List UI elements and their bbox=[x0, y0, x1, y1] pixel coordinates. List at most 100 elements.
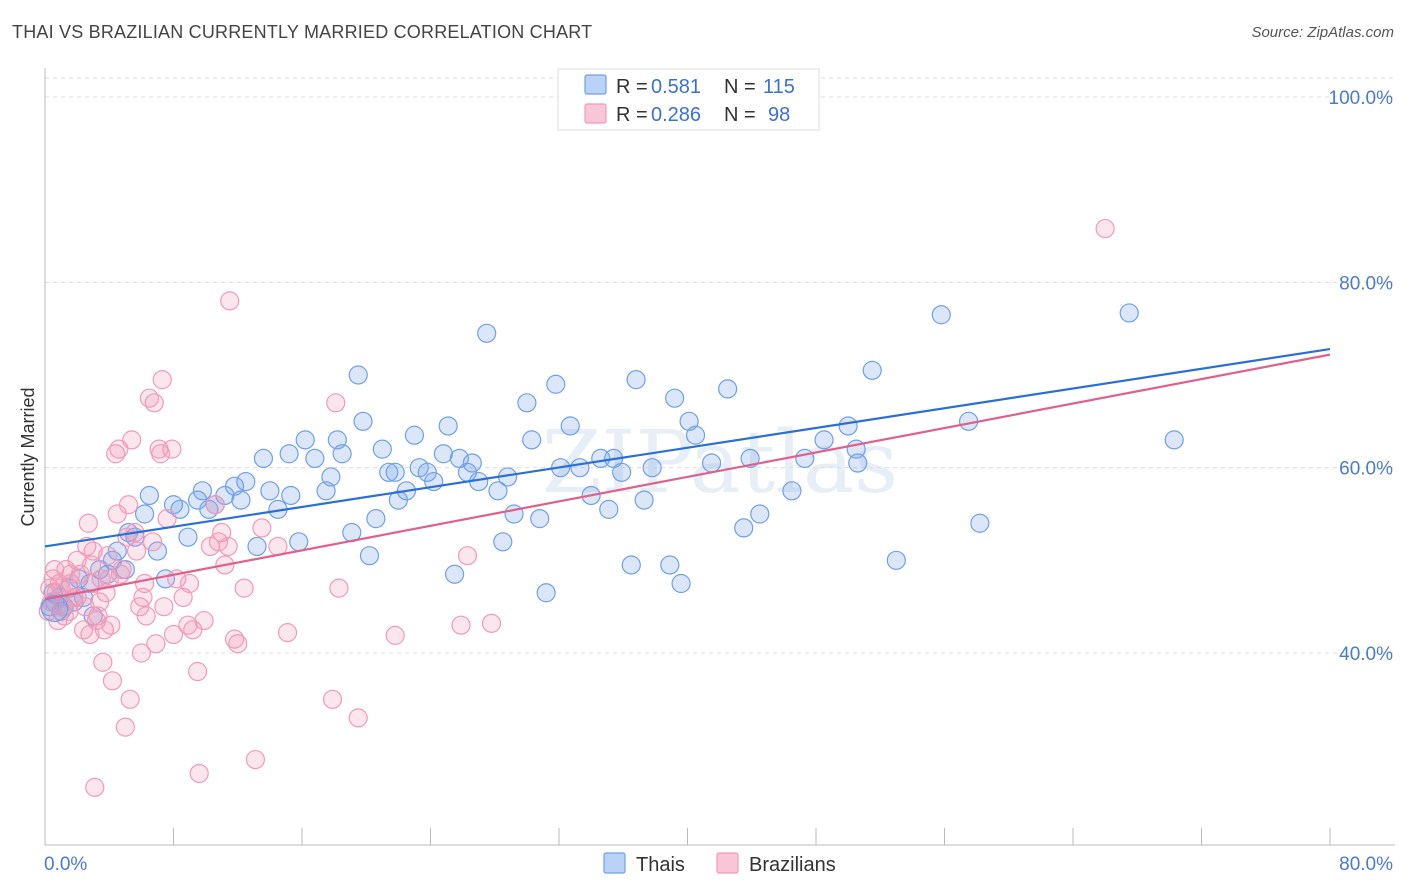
thais-point bbox=[477, 323, 497, 343]
thais-point bbox=[718, 379, 738, 399]
legend-swatch-brazilians bbox=[584, 103, 607, 124]
brazilians-point bbox=[109, 439, 129, 459]
thais-point bbox=[970, 513, 990, 533]
x-tick-label: 80.0% bbox=[1339, 854, 1393, 875]
thais-point bbox=[359, 546, 380, 566]
thais-point bbox=[848, 453, 868, 473]
bottom-legend: Thais Brazilians bbox=[603, 852, 836, 876]
brazilians-point bbox=[234, 578, 254, 598]
brazilians-point bbox=[218, 536, 238, 557]
brazilians-point bbox=[98, 546, 118, 566]
brazilians-point bbox=[322, 689, 343, 709]
thais-point bbox=[546, 374, 566, 394]
data-points bbox=[38, 218, 1184, 797]
thais-point bbox=[782, 481, 802, 501]
thais-point bbox=[147, 541, 168, 561]
bottom-legend-label-thais: Thais bbox=[636, 854, 685, 876]
legend-swatch-thais bbox=[584, 74, 607, 95]
bottom-legend-swatch-thais bbox=[603, 852, 626, 874]
brazilians-point bbox=[163, 624, 184, 645]
thais-point bbox=[599, 499, 619, 519]
thais-point bbox=[41, 594, 69, 623]
brazilians-point bbox=[457, 546, 478, 566]
gridlines bbox=[45, 77, 1395, 654]
y-tick-label: 80.0% bbox=[1339, 273, 1393, 294]
thais-point bbox=[462, 453, 482, 473]
thais-point bbox=[1164, 430, 1184, 450]
thais-point bbox=[404, 425, 425, 445]
brazilians-point bbox=[208, 532, 229, 552]
thais-point bbox=[178, 527, 198, 547]
brazilians-point bbox=[157, 509, 177, 529]
x-tick-labels: 0.0% 80.0% bbox=[44, 854, 1393, 875]
thais-point bbox=[734, 518, 754, 538]
thais-point bbox=[886, 550, 906, 570]
legend-r-label: R = bbox=[616, 104, 648, 126]
thais-point bbox=[931, 305, 951, 325]
thais-point bbox=[1119, 303, 1139, 323]
brazilians-point bbox=[348, 708, 368, 728]
brazilians-point bbox=[78, 513, 98, 533]
thais-point bbox=[838, 416, 858, 436]
legend-n-value: 98 bbox=[768, 104, 790, 126]
thais-point bbox=[236, 471, 256, 492]
thais-point bbox=[517, 393, 537, 413]
thais-point bbox=[231, 490, 251, 510]
thais-point bbox=[642, 458, 662, 478]
brazilians-point bbox=[120, 689, 140, 709]
y-tick-labels: 40.0% 60.0% 80.0% 100.0% bbox=[1329, 88, 1394, 665]
x-tick-label: 0.0% bbox=[44, 854, 87, 875]
brazilians-point bbox=[162, 439, 182, 459]
thais-point bbox=[750, 504, 770, 524]
thais-point bbox=[134, 504, 155, 524]
brazilians-point bbox=[144, 393, 164, 413]
brazilians-point bbox=[81, 555, 102, 575]
brazilians-point bbox=[152, 370, 172, 390]
thais-point bbox=[247, 536, 267, 557]
thais-point bbox=[321, 467, 341, 487]
thais-point bbox=[289, 532, 309, 552]
brazilians-point bbox=[326, 393, 346, 413]
brazilians-point bbox=[187, 661, 208, 682]
brazilians-point bbox=[93, 652, 113, 672]
thais-point bbox=[433, 444, 453, 464]
brazilians-point bbox=[118, 495, 139, 515]
thais-point bbox=[281, 485, 301, 506]
brazilians-point bbox=[277, 623, 298, 643]
brazilians-point bbox=[126, 541, 147, 561]
brazilians-point bbox=[385, 625, 405, 645]
y-tick-label: 60.0% bbox=[1339, 459, 1393, 480]
brazilians-point bbox=[146, 634, 166, 654]
thais-point bbox=[685, 425, 706, 445]
thais-point bbox=[332, 444, 352, 464]
legend-n-value: 115 bbox=[763, 76, 795, 98]
thais-point bbox=[560, 416, 580, 436]
thais-point bbox=[626, 370, 646, 390]
brazilians-point bbox=[194, 610, 214, 631]
brazilians-point bbox=[220, 291, 240, 311]
thais-point bbox=[192, 481, 213, 501]
thais-point bbox=[862, 360, 882, 380]
brazilians-point bbox=[115, 717, 135, 737]
thais-point bbox=[522, 430, 542, 450]
thais-point bbox=[279, 444, 299, 464]
thais-point bbox=[444, 564, 465, 584]
brazilians-point bbox=[85, 777, 105, 797]
bottom-legend-swatch-brazilians bbox=[716, 852, 739, 874]
brazilians-point bbox=[110, 564, 131, 584]
brazilians-point bbox=[329, 578, 349, 598]
axes bbox=[44, 68, 1395, 846]
brazilians-point bbox=[94, 620, 115, 640]
brazilians-point bbox=[151, 444, 171, 464]
thais-point bbox=[253, 448, 274, 468]
thais-point bbox=[353, 411, 373, 431]
brazilians-point bbox=[134, 573, 155, 594]
y-tick-label: 100.0% bbox=[1329, 88, 1394, 109]
thais-point bbox=[385, 462, 405, 482]
thais-point bbox=[795, 448, 815, 468]
thais-point bbox=[701, 453, 722, 473]
thais-point bbox=[665, 388, 685, 408]
brazilians-point bbox=[90, 592, 110, 612]
thais-point bbox=[660, 555, 680, 575]
